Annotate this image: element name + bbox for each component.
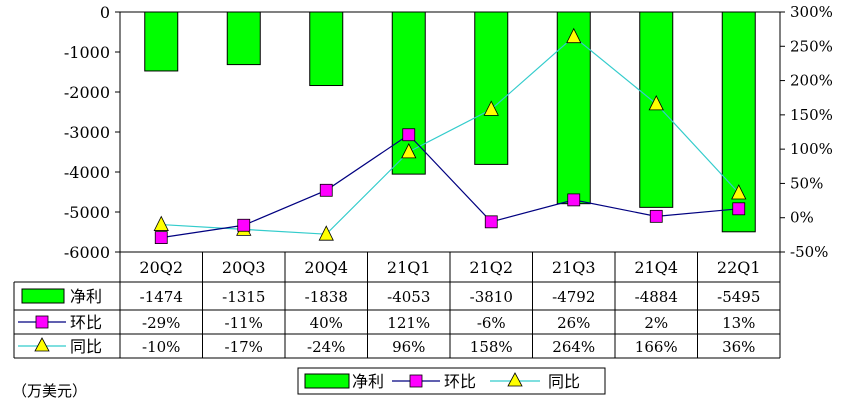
right-tick-label: 0%	[790, 209, 814, 227]
mom-point	[402, 128, 416, 142]
left-tick-label: -3000	[64, 123, 110, 142]
table-cell: -4053	[387, 288, 430, 306]
right-tick-label: 100%	[790, 140, 833, 158]
table-cell: 264%	[552, 338, 595, 356]
table-cell: -10%	[142, 338, 180, 356]
right-tick-label: 50%	[790, 174, 823, 192]
table-cell: -29%	[142, 314, 180, 332]
bar-net-profit	[474, 11, 509, 165]
table-cell: -1315	[222, 288, 265, 306]
mom-point	[319, 183, 333, 197]
legend-label-yoy: 同比	[548, 372, 580, 391]
unit-note: （万美元）	[12, 382, 87, 400]
data-table: 20Q2 20Q3 20Q4 21Q1 21Q2 21Q3 21Q4 22Q1 净利 -1474 -…	[13, 251, 781, 359]
legend-label-net-profit: 净利	[352, 372, 384, 391]
yoy-point	[566, 27, 582, 44]
table-cell: -24%	[307, 338, 345, 356]
right-tick-label: 150%	[790, 106, 833, 124]
yoy-point	[648, 94, 664, 111]
category-label: 22Q1	[717, 258, 761, 277]
category-label: 20Q2	[139, 258, 183, 277]
yoy-line	[161, 35, 740, 235]
category-label: 20Q4	[304, 258, 348, 277]
left-tick-label: -5000	[64, 203, 110, 222]
legend-key-yoy-marker	[507, 372, 523, 387]
table-cell: 96%	[392, 338, 425, 356]
legend-key-mom-marker	[409, 374, 423, 388]
mom-point	[484, 215, 498, 229]
bar-net-profit	[309, 11, 344, 87]
table-cell: 13%	[722, 314, 755, 332]
yoy-point	[401, 142, 417, 159]
yoy-point	[318, 225, 334, 241]
left-tick-label: 0	[100, 3, 110, 22]
table-cell: -5495	[717, 288, 760, 306]
table-cell: 158%	[470, 338, 513, 356]
mom-point	[154, 231, 168, 245]
right-tick-label: 250%	[790, 37, 833, 55]
table-cell: 121%	[387, 314, 430, 332]
legend: 净利 环比 同比	[297, 367, 606, 395]
table-cell: -17%	[225, 338, 263, 356]
table-cell: 2%	[644, 314, 668, 332]
left-tick-label: -4000	[64, 163, 110, 182]
table-key-marker	[34, 337, 50, 352]
left-tick-label: -1000	[64, 43, 110, 62]
mom-point	[732, 202, 746, 216]
category-label: 21Q3	[552, 258, 596, 277]
mom-point	[237, 218, 251, 232]
table-key-marker	[35, 315, 49, 329]
bar-series	[144, 11, 756, 233]
bar-net-profit	[144, 11, 179, 72]
mom-point	[567, 193, 581, 207]
table-cell: 40%	[310, 314, 343, 332]
table-cell: 26%	[557, 314, 590, 332]
table-row-label: 净利	[70, 287, 102, 306]
table-cell: -6%	[477, 314, 506, 332]
line-series	[153, 27, 747, 245]
bar-net-profit	[556, 11, 591, 205]
bar-net-profit	[226, 11, 261, 66]
right-tick-label: -50%	[790, 243, 828, 261]
table-key-net-profit	[21, 288, 65, 304]
table-cell: -1474	[140, 288, 183, 306]
table-cell: -11%	[225, 314, 263, 332]
axes: 0 -1000 -2000 -3000 -4000 -5000 -6000 300% 250% 2…	[64, 3, 833, 262]
category-label: 21Q1	[387, 258, 431, 277]
table-row-label: 同比	[70, 337, 102, 356]
yoy-point	[483, 100, 499, 116]
table-cell: -3810	[470, 288, 513, 306]
category-label: 21Q2	[469, 258, 513, 277]
yoy-point	[731, 184, 747, 200]
table-cell: -1838	[305, 288, 348, 306]
mom-line	[161, 133, 739, 239]
left-tick-label: -6000	[64, 243, 110, 262]
right-tick-label: 200%	[790, 72, 833, 90]
mom-point	[649, 209, 663, 223]
table-cell: 166%	[635, 338, 678, 356]
left-tick-label: -2000	[64, 83, 110, 102]
table-cell: -4884	[635, 288, 678, 306]
legend-label-mom: 环比	[444, 372, 476, 391]
table-cell: 36%	[722, 338, 755, 356]
category-label: 21Q4	[634, 258, 678, 277]
right-tick-label: 300%	[790, 3, 833, 21]
category-label: 20Q3	[222, 258, 266, 277]
yoy-point	[153, 215, 169, 231]
table-row-label: 环比	[70, 313, 102, 332]
plot-frame	[119, 11, 781, 253]
legend-key-net-profit	[304, 373, 350, 389]
table-cell: -4792	[552, 288, 595, 306]
